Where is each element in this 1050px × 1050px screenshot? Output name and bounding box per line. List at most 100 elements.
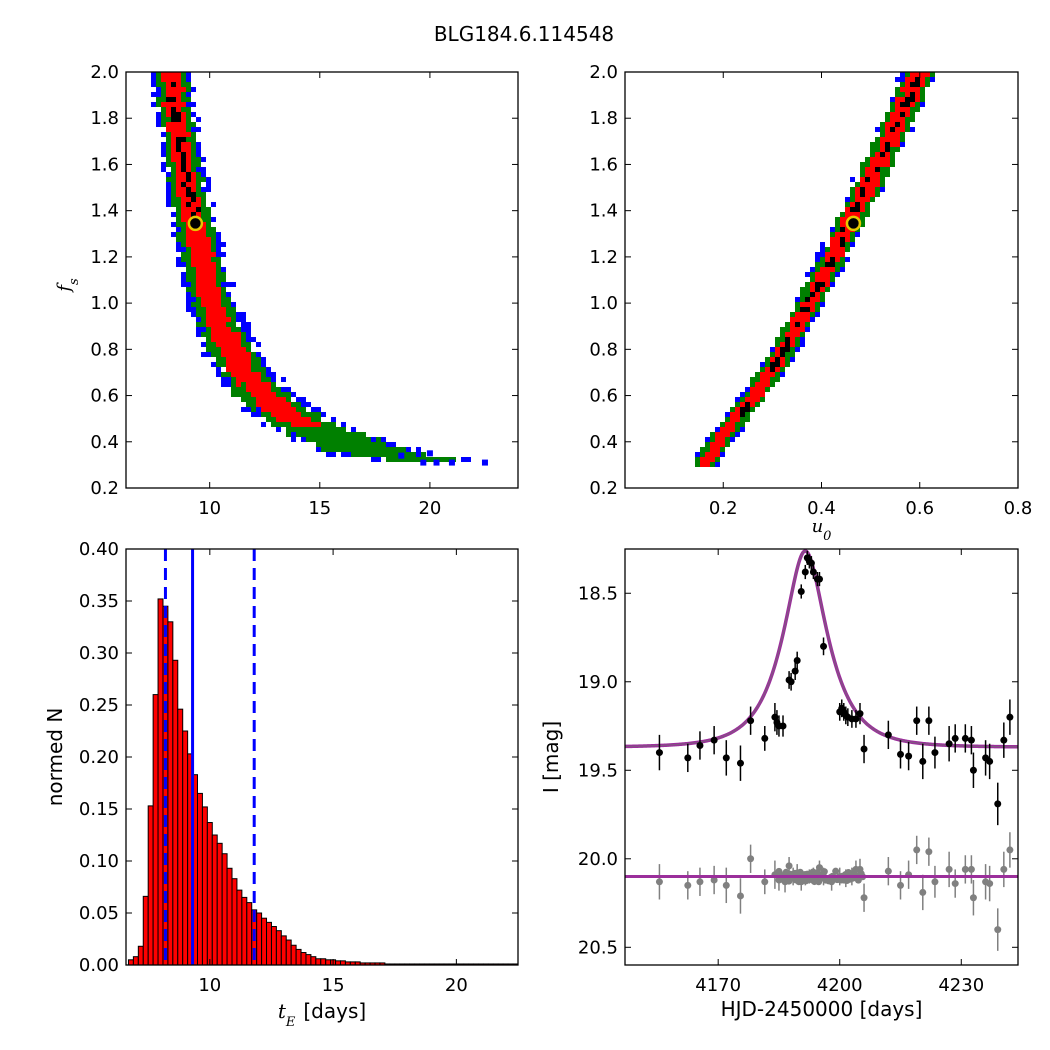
density-cell <box>181 157 186 162</box>
density-cell <box>231 357 236 362</box>
x-tick-label: 15 <box>308 498 331 519</box>
density-cell <box>176 237 181 242</box>
density-cell <box>840 267 845 272</box>
density-cell <box>805 322 810 327</box>
density-cell <box>875 152 880 157</box>
density-cell <box>276 387 281 392</box>
density-cell <box>216 322 221 327</box>
density-cell <box>281 417 286 422</box>
density-cell <box>231 317 236 322</box>
density-cell <box>151 92 156 97</box>
density-cell <box>221 357 226 362</box>
density-cell <box>825 272 830 277</box>
density-cell <box>880 187 885 192</box>
density-cell <box>885 127 890 132</box>
density-cell <box>331 447 336 452</box>
density-cell <box>820 292 825 297</box>
density-cell <box>206 247 211 252</box>
density-cell <box>186 247 191 252</box>
density-cell <box>176 202 181 207</box>
density-cell <box>870 162 875 167</box>
density-cell <box>186 287 191 292</box>
density-cell <box>301 422 306 427</box>
density-cell <box>171 152 176 157</box>
density-cell <box>431 457 436 462</box>
density-cell <box>186 307 191 312</box>
density-cell <box>381 452 386 457</box>
density-cell <box>910 77 915 82</box>
density-cell <box>181 97 186 102</box>
density-cell <box>186 182 191 187</box>
density-cell <box>875 127 880 132</box>
density-cell <box>186 92 191 97</box>
density-cell <box>186 282 191 287</box>
x-axis-label-symbol: u <box>812 516 824 537</box>
density-cell <box>166 117 171 122</box>
density-cell <box>840 237 845 242</box>
density-cell <box>241 342 246 347</box>
density-cell <box>895 127 900 132</box>
density-cell <box>845 242 850 247</box>
density-cell <box>261 422 266 427</box>
density-cell <box>181 112 186 117</box>
density-cell <box>256 402 261 407</box>
plot-area <box>127 549 518 965</box>
density-cell <box>805 292 810 297</box>
density-cell <box>216 312 221 317</box>
density-cell <box>765 372 770 377</box>
density-cell <box>286 397 291 402</box>
density-cell <box>291 407 296 412</box>
density-cell <box>251 402 256 407</box>
residual-point <box>897 881 905 889</box>
x-tick-label: 20 <box>418 498 441 519</box>
data-point <box>761 734 769 742</box>
plot-area <box>151 72 488 466</box>
density-cell <box>211 332 216 337</box>
density-cell <box>176 142 181 147</box>
density-cell <box>201 197 206 202</box>
density-cell <box>730 437 735 442</box>
density-cell <box>256 372 261 377</box>
density-cell <box>411 452 416 457</box>
density-cell <box>810 277 815 282</box>
density-cell <box>196 117 201 122</box>
density-cell <box>321 422 326 427</box>
data-point <box>787 678 795 686</box>
density-cell <box>191 127 196 132</box>
density-cell <box>735 407 740 412</box>
density-cell <box>206 257 211 262</box>
density-cell <box>231 362 236 367</box>
density-cell <box>885 112 890 117</box>
density-cell <box>865 162 870 167</box>
density-cell <box>211 312 216 317</box>
density-cell <box>246 342 251 347</box>
density-cell <box>241 322 246 327</box>
density-cell <box>166 172 171 177</box>
density-cell <box>196 292 201 297</box>
density-cell <box>186 102 191 107</box>
density-cell <box>216 262 221 267</box>
density-cell <box>216 347 221 352</box>
density-cell <box>251 392 256 397</box>
density-cell <box>800 317 805 322</box>
density-cell <box>376 442 381 447</box>
density-cell <box>740 397 745 402</box>
density-cell <box>855 207 860 212</box>
density-cell <box>875 137 880 142</box>
density-cell <box>381 437 386 442</box>
density-cell <box>196 302 201 307</box>
density-cell <box>156 97 161 102</box>
density-cell <box>196 172 201 177</box>
density-cell <box>361 452 366 457</box>
density-cell <box>301 402 306 407</box>
density-cell <box>166 77 171 82</box>
density-cell <box>840 242 845 247</box>
density-cell <box>271 422 276 427</box>
density-cell <box>835 247 840 252</box>
density-cell <box>331 427 336 432</box>
histogram-bar <box>157 598 164 965</box>
density-cell <box>865 182 870 187</box>
density-cell <box>835 222 840 227</box>
density-cell <box>161 117 166 122</box>
density-cell <box>186 137 191 142</box>
